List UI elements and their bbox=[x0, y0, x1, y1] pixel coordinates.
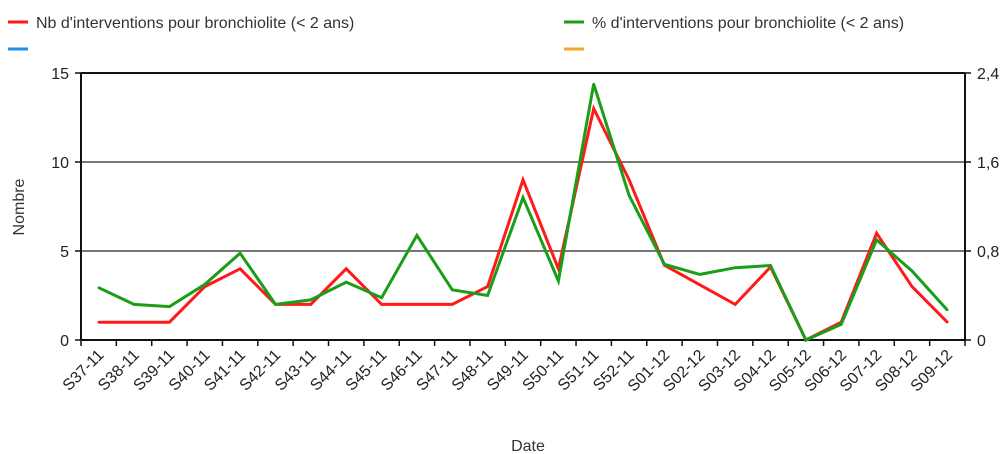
data-point bbox=[592, 82, 595, 86]
data-point bbox=[733, 266, 737, 269]
y-tick-label: 0 bbox=[60, 333, 69, 350]
data-point bbox=[946, 321, 949, 324]
y2-tick-label: 0,8 bbox=[977, 244, 999, 261]
data-point bbox=[486, 285, 489, 288]
legend: Nb d'interventions pour bronchiolite (< … bbox=[8, 15, 904, 51]
x-axis: S37-11S38-11S39-11S40-11S41-11S42-11S43-… bbox=[60, 340, 966, 395]
data-point bbox=[97, 321, 100, 324]
data-point bbox=[132, 321, 136, 324]
data-point bbox=[521, 178, 525, 181]
data-point bbox=[592, 107, 595, 110]
y-axis-title: Nombre bbox=[11, 178, 28, 235]
data-point bbox=[486, 294, 489, 297]
legend-label: % d'interventions pour bronchiolite (< 2… bbox=[592, 15, 904, 32]
data-point bbox=[840, 323, 843, 326]
x-axis-title: Date bbox=[511, 438, 545, 454]
data-point bbox=[946, 308, 949, 312]
data-point bbox=[168, 321, 171, 324]
data-point bbox=[910, 269, 914, 273]
y2-tick-label: 0 bbox=[977, 333, 986, 350]
data-point bbox=[238, 252, 242, 255]
y2-tick-label: 1,6 bbox=[977, 155, 999, 172]
data-point bbox=[875, 238, 878, 242]
y-axis-left: 0 5 10 15 bbox=[51, 66, 81, 350]
data-point bbox=[345, 280, 348, 284]
data-point bbox=[804, 338, 808, 342]
data-point bbox=[168, 305, 171, 308]
grid bbox=[81, 161, 965, 252]
y2-tick-label: 2,4 bbox=[977, 66, 999, 83]
series-lines bbox=[97, 82, 949, 343]
data-point bbox=[345, 267, 348, 270]
data-point bbox=[627, 178, 631, 181]
y-axis-right: 0 0,8 1,6 2,4 bbox=[965, 66, 999, 350]
data-point bbox=[415, 303, 419, 306]
data-point bbox=[627, 194, 631, 197]
data-point bbox=[309, 303, 313, 306]
data-point bbox=[309, 298, 313, 302]
data-point bbox=[698, 273, 701, 276]
data-point bbox=[875, 232, 878, 235]
data-point bbox=[451, 303, 454, 306]
legend-label: Nb d'interventions pour bronchiolite (< … bbox=[36, 15, 354, 32]
data-point bbox=[769, 264, 772, 267]
y-tick-label: 10 bbox=[51, 155, 69, 172]
data-point bbox=[238, 267, 242, 270]
data-point bbox=[521, 196, 525, 199]
data-point bbox=[663, 263, 666, 266]
data-point bbox=[380, 303, 383, 306]
data-point bbox=[380, 296, 383, 299]
data-point bbox=[97, 286, 100, 289]
data-point bbox=[203, 283, 206, 286]
data-point bbox=[451, 288, 454, 292]
data-point bbox=[910, 285, 914, 288]
series-line-1 bbox=[98, 104, 949, 343]
data-point bbox=[274, 303, 277, 306]
plot-frame bbox=[80, 72, 966, 341]
data-point bbox=[733, 303, 737, 306]
data-point bbox=[698, 283, 701, 287]
data-point bbox=[415, 234, 419, 237]
data-point bbox=[132, 303, 136, 306]
y-tick-label: 15 bbox=[51, 66, 69, 83]
series-line-2 bbox=[98, 83, 949, 342]
data-point bbox=[557, 279, 560, 283]
y-tick-label: 5 bbox=[60, 244, 69, 261]
